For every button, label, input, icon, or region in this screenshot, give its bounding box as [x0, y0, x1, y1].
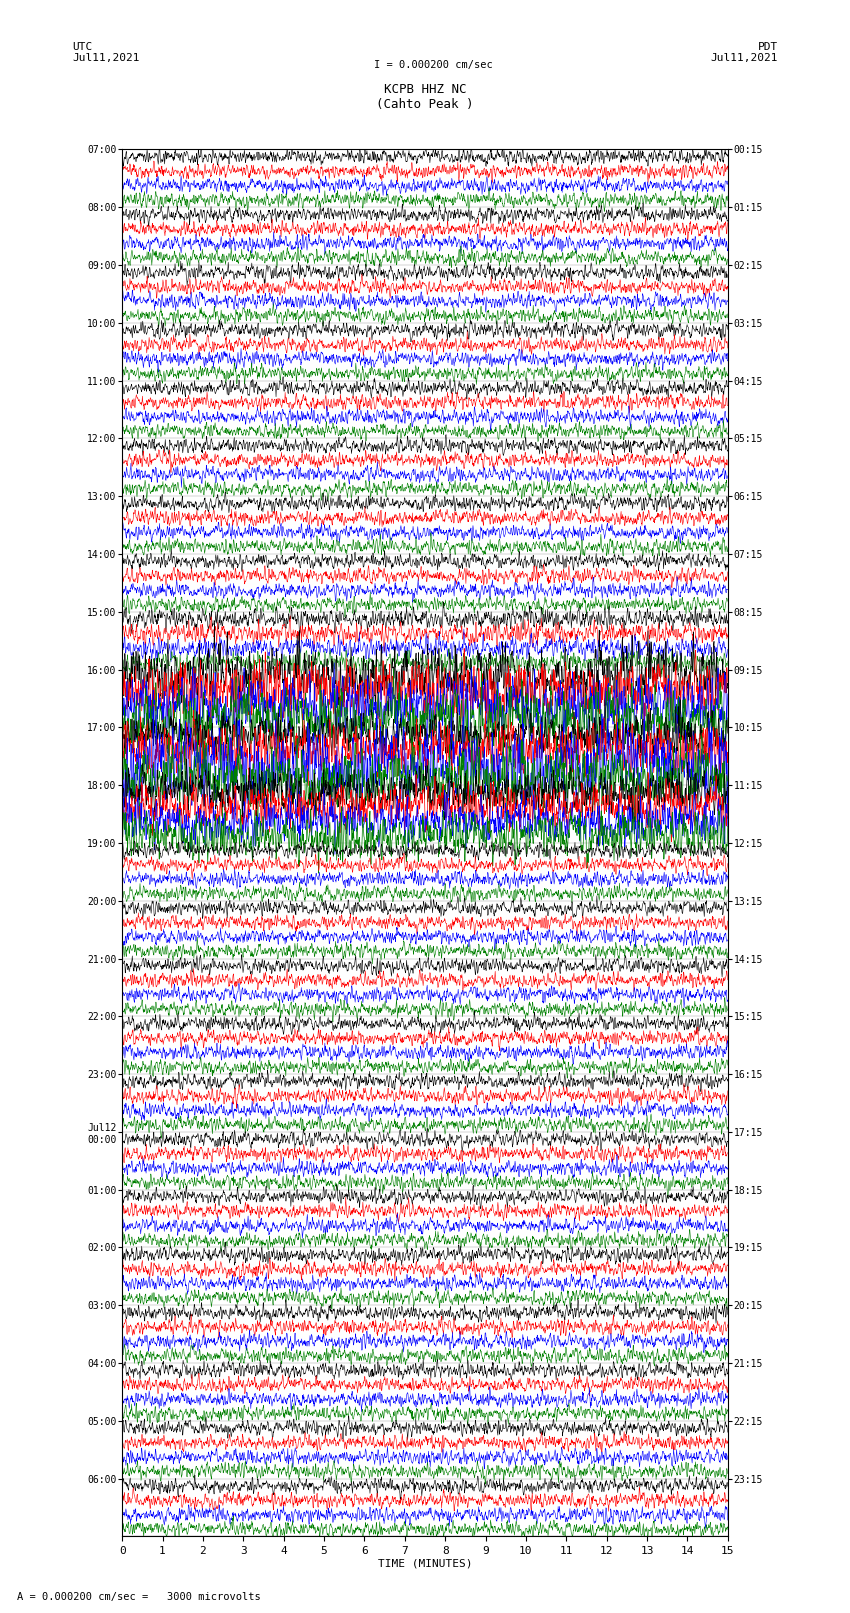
Text: A = 0.000200 cm/sec =   3000 microvolts: A = 0.000200 cm/sec = 3000 microvolts — [17, 1592, 261, 1602]
Text: PDT: PDT — [757, 42, 778, 52]
Text: I = 0.000200 cm/sec: I = 0.000200 cm/sec — [374, 60, 493, 69]
Text: UTC: UTC — [72, 42, 93, 52]
X-axis label: TIME (MINUTES): TIME (MINUTES) — [377, 1560, 473, 1569]
Text: Jul11,2021: Jul11,2021 — [72, 53, 139, 63]
Title: KCPB HHZ NC
(Cahto Peak ): KCPB HHZ NC (Cahto Peak ) — [377, 82, 473, 111]
Text: Jul11,2021: Jul11,2021 — [711, 53, 778, 63]
